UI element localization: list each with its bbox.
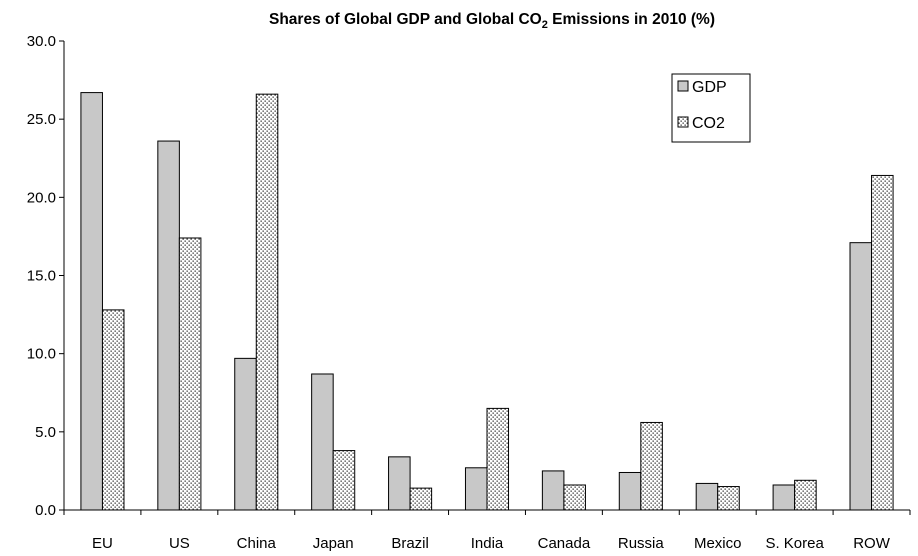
bar-gdp-us: [157, 140, 180, 511]
bar-co2-china: [255, 93, 279, 511]
x-tick-label: US: [169, 535, 190, 552]
y-tick-label: 25.0: [27, 111, 56, 128]
x-tick-label: Japan: [313, 535, 354, 552]
x-tick-label: Canada: [538, 535, 591, 552]
bar-co2-japan: [332, 450, 356, 511]
bar-co2-s-korea: [794, 479, 817, 511]
y-tick-label: 0.0: [35, 502, 56, 519]
y-tick-label: 5.0: [35, 424, 56, 441]
bar-gdp-japan: [311, 373, 334, 511]
bars: [80, 92, 894, 511]
y-tick-label: 10.0: [27, 346, 56, 363]
bar-gdp-row: [849, 242, 873, 511]
legend-label-co2: CO2: [692, 115, 725, 132]
bar-gdp-s-korea: [772, 484, 796, 511]
x-tick-label: S. Korea: [765, 535, 824, 552]
bar-co2-eu: [101, 309, 125, 511]
bar-co2-row: [871, 174, 894, 511]
bar-co2-brazil: [409, 487, 433, 511]
bar-co2-us: [178, 237, 202, 511]
bar-gdp-mexico: [695, 482, 719, 511]
x-tick-label: EU: [92, 535, 113, 552]
x-tick-label: Brazil: [391, 535, 429, 552]
legend-label-gdp: GDP: [692, 79, 727, 96]
bar-co2-canada: [563, 484, 586, 511]
bar-co2-russia: [640, 421, 663, 511]
x-axis: EU US China Japan Brazil India Canada Russia Mex…: [63, 509, 911, 552]
legend-swatch-co2: [677, 116, 689, 128]
y-tick-label: 30.0: [27, 33, 56, 50]
bar-gdp-eu: [80, 92, 103, 511]
bar-gdp-canada: [541, 470, 565, 511]
bar-gdp-india: [464, 467, 488, 511]
legend: GDP CO2: [671, 73, 751, 143]
chart-title-subscript: 2: [542, 19, 548, 31]
y-axis: 0.0 5.0 10.0 15.0 20.0 25.0 30.0: [27, 33, 65, 519]
y-tick-label: 15.0: [27, 268, 56, 285]
x-tick-label: Mexico: [694, 535, 742, 552]
bar-co2-india: [486, 407, 510, 511]
bar-gdp-china: [234, 357, 257, 511]
x-tick-label: Russia: [618, 535, 665, 552]
bar-gdp-russia: [618, 471, 642, 511]
legend-swatch-gdp: [677, 80, 689, 92]
bar-co2-mexico: [717, 486, 740, 511]
chart-title-main: Shares of Global GDP and Global CO: [269, 11, 542, 28]
chart-title-suffix: Emissions in 2010 (%): [548, 11, 715, 28]
x-tick-label: China: [237, 535, 277, 552]
x-tick-label: ROW: [853, 535, 891, 552]
y-tick-label: 20.0: [27, 189, 56, 206]
chart-title: Shares of Global GDP and Global CO2 Emis…: [269, 11, 715, 31]
bar-gdp-brazil: [388, 456, 411, 511]
x-tick-label: India: [471, 535, 504, 552]
